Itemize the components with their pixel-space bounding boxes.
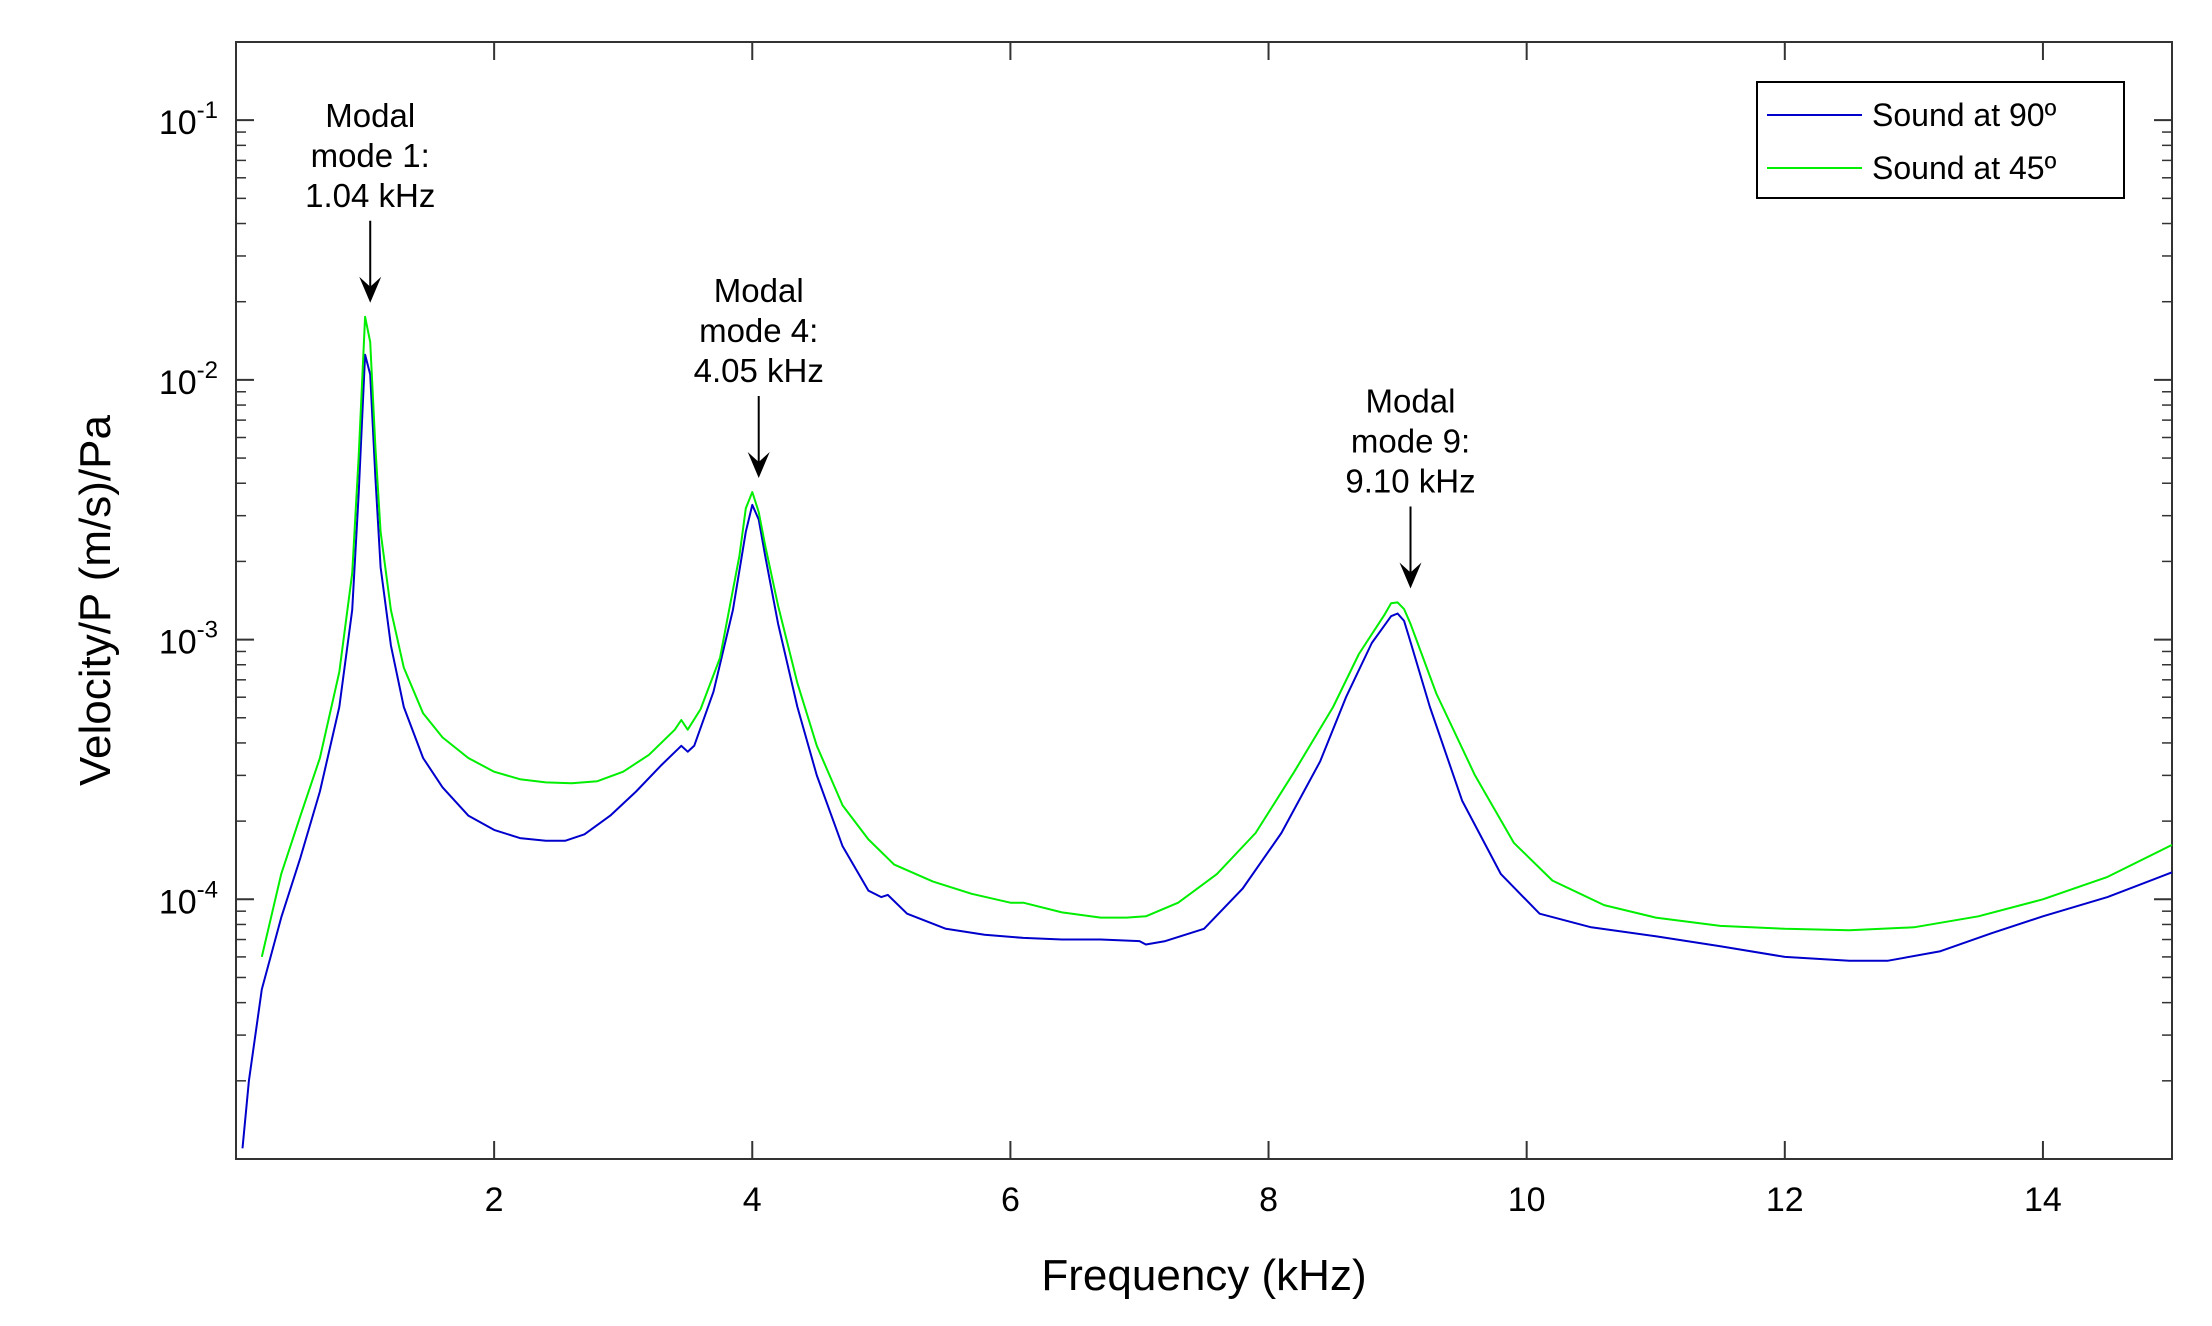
x-tick-label: 8 [1259,1181,1278,1219]
legend-box [1756,81,2125,199]
series-line-sound-90 [241,353,2173,1149]
annotation-text: Modal [1366,382,1456,419]
annotation-text: mode 1: [311,137,430,174]
x-tick-label: 2 [485,1181,504,1219]
y-tick-label: 10-1 [159,97,218,142]
legend-label-sound-90: Sound at 90º [1872,97,2057,133]
annotation-text: 1.04 kHz [305,177,435,214]
y-tick-base: 10 [159,624,197,662]
y-tick-exponent: -1 [197,97,218,124]
y-axis-ticks: 10-410-310-210-1 [159,97,2172,921]
down-arrow-icon [359,276,382,303]
legend-label-sound-45: Sound at 45º [1872,150,2057,186]
y-tick-exponent: -2 [197,357,218,384]
plot-frame [235,41,2173,1160]
y-tick-label: 10-2 [159,357,218,402]
x-tick-label: 14 [2024,1181,2062,1219]
x-tick-label: 6 [1001,1181,1020,1219]
y-tick-base: 10 [159,104,197,142]
minor-ticks [236,131,2172,1082]
annotation-text: 9.10 kHz [1345,462,1475,499]
y-tick-label: 10-4 [159,876,218,921]
x-tick-label: 10 [1508,1181,1546,1219]
series-line-sound-45 [260,315,2173,958]
down-arrow-icon [747,452,770,479]
down-arrow-icon [1399,562,1422,589]
annotation-text: mode 4: [699,312,818,349]
y-tick-exponent: -3 [197,617,218,644]
legend: Sound at 90º Sound at 45º [1756,81,2125,199]
annotation-text: mode 9: [1351,422,1470,459]
x-tick-label: 4 [743,1181,762,1219]
x-axis-ticks: 2 4 6 8 10 12 14 [485,42,2062,1219]
x-axis-title: Frequency (kHz) [1041,1251,1366,1300]
annotation-text: Modal [325,97,415,134]
y-tick-label: 10-3 [159,617,218,662]
y-tick-base: 10 [159,364,197,402]
series-lines [241,315,2173,1149]
y-tick-exponent: -4 [197,876,218,903]
annotation-text: Modal [714,272,804,309]
y-tick-base: 10 [159,883,197,921]
x-tick-label: 12 [1766,1181,1804,1219]
y-axis-title: Velocity/P (m/s)/Pa [71,415,120,786]
annotation-text: 4.05 kHz [694,352,824,389]
